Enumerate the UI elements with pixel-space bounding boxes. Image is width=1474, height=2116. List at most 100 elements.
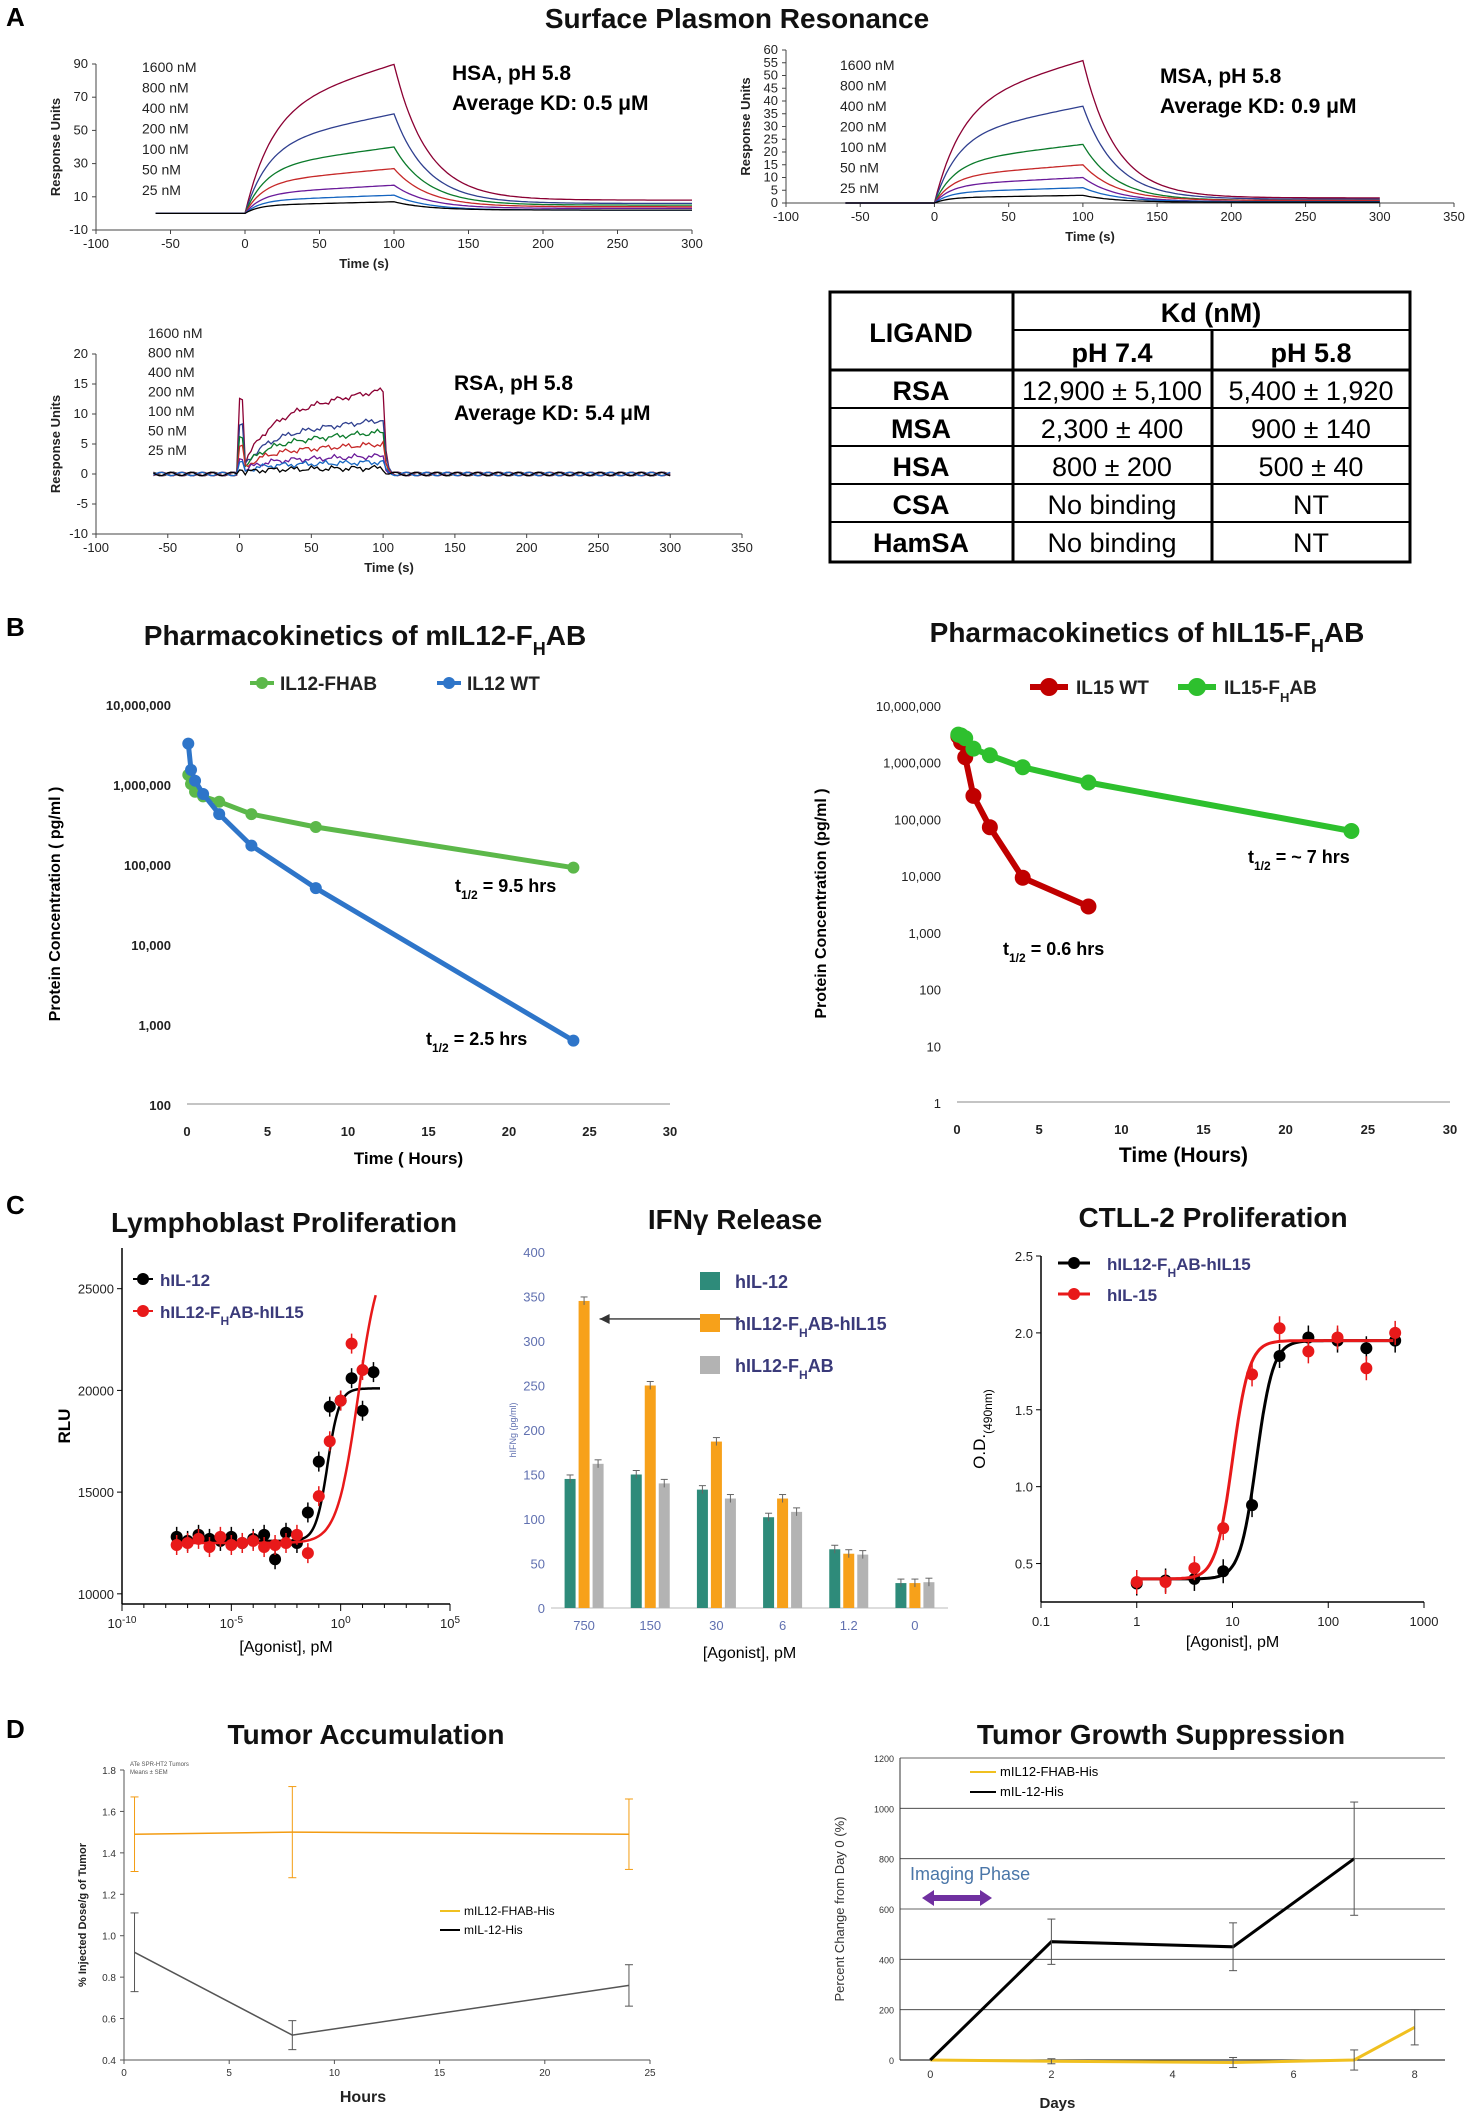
x-tick-label: 4	[1169, 2069, 1175, 2081]
kd-table-ph58: NT	[1293, 528, 1329, 558]
pk-m-title-end: AB	[546, 620, 586, 651]
y-tick-label: 0.6	[102, 2015, 116, 2026]
y-tick-label: 0.5	[1015, 1557, 1033, 1572]
x-tick-label: 6	[779, 1618, 786, 1633]
spr-curve-800-nM	[845, 105, 1380, 204]
y-tick-label: 40	[764, 93, 778, 108]
legend-part: AB	[808, 1356, 834, 1376]
data-point	[323, 1435, 336, 1448]
kd-table-border	[828, 290, 1412, 564]
y-tick-label: 35	[764, 106, 778, 121]
tumor-accumulation-chart: 0.4 0.6 0.8 1.0 1.2 1.4 1.6 1.8 0 5 10 15 20 25 Hours%…	[77, 1762, 656, 2106]
y-tick-label: 20000	[78, 1383, 114, 1398]
y-tick-label: 10,000	[131, 938, 171, 953]
data-point	[345, 1337, 358, 1350]
bar-hIL-12	[564, 1478, 576, 1608]
x-tick-exp: 5	[454, 1615, 460, 1626]
spr-hsa-chart: -10 10 30 50 70 90 -100 -50 0 50 100 150 200 250 300 Ti…	[48, 56, 703, 271]
concentration-label: 100 nM	[840, 139, 887, 155]
data-point	[236, 1536, 249, 1549]
pk-m-thalf-2: t1/2 = 2.5 hrs	[426, 1029, 527, 1055]
legend-label: mIL12-FHAB-His	[464, 1904, 555, 1918]
data-point	[269, 1539, 282, 1552]
bar-hIL-12	[829, 1549, 841, 1608]
x-tick-label: 100	[1317, 1614, 1339, 1629]
y-tick-label: 10	[764, 170, 778, 185]
x-tick-label: 200	[516, 540, 538, 555]
x-tick-label: 0	[236, 540, 243, 555]
y-tick-label: 0	[771, 195, 778, 210]
legend-part: AB-hIL15	[1176, 1255, 1251, 1274]
data-point	[290, 1528, 303, 1541]
legend-label-sub: H	[1280, 690, 1289, 705]
pk-point	[309, 882, 322, 895]
x-tick-label: 10-10	[108, 1615, 137, 1632]
kd-table-ph74: No binding	[1047, 490, 1176, 520]
y-axis-label: Protein Concentration ( pg/ml )	[47, 787, 64, 1022]
bar-hIL-12	[895, 1583, 907, 1608]
concentration-label: 200 nM	[142, 121, 189, 137]
x-tick-label: 200	[532, 236, 554, 251]
kd-table-header-ligand: LIGAND	[869, 318, 973, 348]
x-tick-label: 750	[573, 1618, 595, 1633]
y-tick-label: 90	[74, 56, 88, 71]
spr-curve-200-nM	[153, 439, 671, 477]
pk-point	[981, 747, 998, 764]
tumor-acc-title: Tumor Accumulation	[228, 1719, 505, 1750]
legend-sub: H	[220, 1314, 229, 1328]
bar-hIL12-FHAB	[592, 1463, 604, 1608]
data-point	[1302, 1345, 1315, 1358]
data-point	[1331, 1331, 1344, 1344]
y-tick-label: 1,000	[908, 926, 941, 941]
legend-part: AB-hIL15	[808, 1314, 887, 1334]
spr-curve-1600-nM	[845, 59, 1380, 204]
x-tick-label: 300	[1369, 209, 1391, 224]
x-tick-label: 20	[539, 2068, 551, 2079]
series-line	[929, 1857, 1356, 2062]
data-point	[258, 1541, 271, 1554]
y-tick-label: 1,000	[138, 1018, 171, 1033]
spr-kd-label: Average KD: 0.9 μM	[1160, 95, 1356, 118]
data-point	[192, 1532, 205, 1545]
legend-label: IL15-FHAB	[1224, 678, 1317, 705]
x-tick-label: 30	[1443, 1122, 1457, 1137]
y-axis-label: % Injected Dose/g of Tumor	[77, 1842, 89, 1987]
legend-swatch	[700, 1314, 720, 1332]
spr-title: Surface Plasmon Resonance	[545, 3, 929, 34]
x-tick-label: 150	[639, 1618, 661, 1633]
y-tick-label: 0.4	[102, 2056, 116, 2067]
legend-part: AB-hIL15	[229, 1303, 304, 1322]
pk-point	[567, 1034, 580, 1047]
data-point	[181, 1536, 194, 1549]
x-tick-label: 5	[1036, 1122, 1043, 1137]
x-tick-label: 50	[312, 236, 326, 251]
bar-hIL-12	[696, 1489, 708, 1608]
concentration-label: 800 nM	[142, 80, 189, 96]
data-point	[1360, 1342, 1373, 1355]
y-axis-label: hIFNg (pg/ml)	[508, 1402, 518, 1457]
y-tick-label: 1.5	[1015, 1403, 1033, 1418]
data-point	[1389, 1326, 1402, 1339]
ifn-title: IFNγ Release	[648, 1204, 822, 1235]
data-point	[214, 1530, 227, 1543]
y-tick-label: 200	[879, 2006, 894, 2016]
x-tick-label: 100	[1072, 209, 1094, 224]
y-axis-label: Percent Change from Day 0 (%)	[832, 1817, 847, 2002]
x-tick-label: 200	[1220, 209, 1242, 224]
data-point	[1246, 1368, 1259, 1381]
pk-point	[245, 808, 258, 821]
x-tick-label: 350	[731, 540, 753, 555]
y-tick-label: 1.0	[1015, 1480, 1033, 1495]
y-tick-label: 1.2	[102, 1890, 116, 1901]
kd-table-ph74: 2,300 ± 400	[1041, 414, 1183, 444]
x-tick-label: 0	[953, 1122, 960, 1137]
legend-label: IL12-FHAB	[280, 674, 377, 695]
concentration-label: 100 nM	[148, 403, 195, 419]
pk-point	[182, 737, 195, 750]
legend-label: hIL12-FHAB-hIL15	[160, 1303, 304, 1328]
x-tick-label: 8	[1412, 2069, 1418, 2081]
y-tick-label: 30	[74, 156, 88, 171]
data-point	[1217, 1522, 1230, 1535]
fit-curve	[1136, 1339, 1394, 1581]
legend-label: hIL12-FHAB	[735, 1356, 834, 1382]
